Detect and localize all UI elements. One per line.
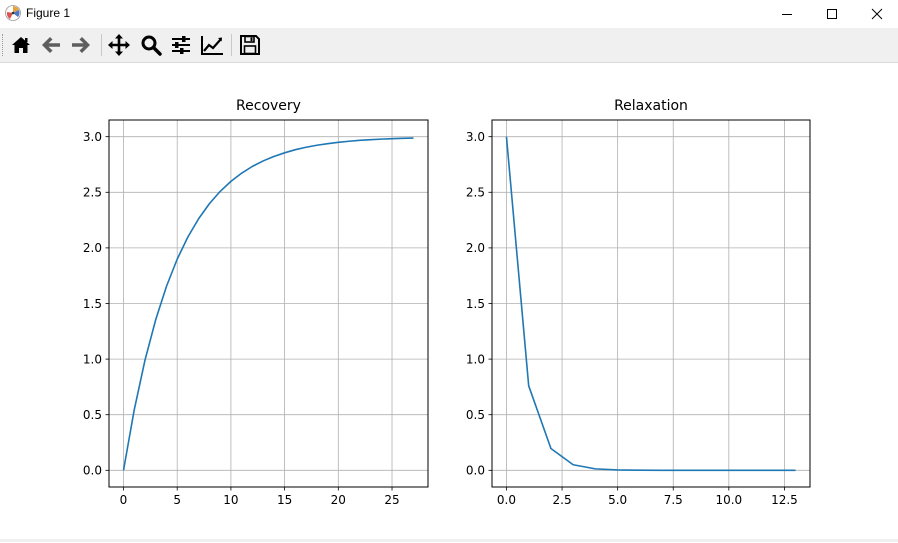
y-tick-label: 1.5 — [466, 297, 485, 311]
y-tick-label: 1.5 — [83, 297, 102, 311]
minimize-icon — [782, 14, 792, 15]
y-tick-label: 0.0 — [83, 464, 102, 478]
edit-axis-button[interactable] — [199, 32, 225, 58]
y-tick-label: 2.0 — [466, 241, 485, 255]
y-tick-label: 0.5 — [466, 408, 485, 422]
figure-svg[interactable]: Recovery 0 5 10 15 20 25 0.0 0.5 1.0 1.5 2.0 2.5 3.0… — [0, 63, 898, 539]
chart-title: Relaxation — [614, 98, 688, 114]
navigation-toolbar — [0, 28, 898, 63]
maximize-button[interactable] — [809, 0, 855, 28]
x-tick-label: 2.5 — [553, 493, 572, 507]
save-button[interactable] — [237, 32, 263, 58]
floppy-disk-icon — [240, 35, 260, 55]
maximize-icon — [827, 9, 837, 19]
back-button[interactable] — [38, 32, 64, 58]
x-tick-label: 12.5 — [771, 493, 798, 507]
x-tick-label: 0.0 — [497, 493, 516, 507]
line-chart-icon — [201, 36, 223, 55]
axes-frame — [108, 119, 429, 488]
y-tick-label: 3.0 — [83, 130, 102, 144]
x-tick-label: 0 — [120, 493, 128, 507]
configure-subplots-button[interactable] — [168, 32, 194, 58]
toolbar-separator — [231, 34, 232, 56]
series-line — [122, 137, 414, 471]
close-icon — [871, 8, 883, 20]
zoom-button[interactable] — [138, 32, 164, 58]
x-tick-label: 10.0 — [715, 493, 742, 507]
chart-title: Recovery — [236, 98, 301, 114]
matplotlib-app-icon — [5, 5, 21, 21]
toolbar-separator — [101, 34, 102, 56]
y-tick-label: 3.0 — [466, 130, 485, 144]
minimize-button[interactable] — [764, 0, 810, 28]
magnifier-icon — [141, 35, 162, 56]
close-button[interactable] — [854, 0, 898, 28]
arrow-right-icon — [72, 37, 90, 53]
axes-relaxation[interactable]: Relaxation 0.0 2.5 5.0 7.5 10.0 12.5 0.0 0.5 1.0… — [466, 98, 811, 507]
y-tick-label: 1.0 — [466, 352, 485, 366]
figure-canvas[interactable]: Recovery 0 5 10 15 20 25 0.0 0.5 1.0 1.5 2.0 2.5 3.0… — [0, 63, 898, 539]
y-tick-label: 1.0 — [83, 352, 102, 366]
window-title: Figure 1 — [26, 6, 71, 20]
y-tick-label: 0.5 — [83, 408, 102, 422]
forward-button[interactable] — [68, 32, 94, 58]
x-tick-label: 20 — [331, 493, 346, 507]
x-tick-label: 7.5 — [664, 493, 683, 507]
sliders-icon — [172, 36, 190, 54]
home-icon — [12, 37, 30, 53]
y-tick-label: 2.5 — [83, 186, 102, 200]
x-tick-label: 5.0 — [608, 493, 627, 507]
toolbar-grip[interactable] — [2, 34, 5, 56]
title-bar: Figure 1 — [0, 0, 898, 28]
arrow-left-icon — [42, 37, 60, 53]
x-tick-label: 25 — [384, 493, 399, 507]
y-tick-label: 2.0 — [83, 241, 102, 255]
move-icon — [108, 34, 130, 56]
x-tick-label: 10 — [223, 493, 238, 507]
axes-recovery[interactable]: Recovery 0 5 10 15 20 25 0.0 0.5 1.0 1.5 2.0 2.5 3.0 — [83, 98, 429, 507]
x-tick-label: 5 — [173, 493, 181, 507]
y-tick-label: 2.5 — [466, 186, 485, 200]
home-button[interactable] — [8, 32, 34, 58]
series-line — [505, 136, 796, 472]
pan-button[interactable] — [106, 32, 132, 58]
y-tick-label: 0.0 — [466, 464, 485, 478]
axes-frame — [491, 119, 811, 488]
x-tick-label: 15 — [277, 493, 292, 507]
status-strip — [0, 539, 898, 542]
